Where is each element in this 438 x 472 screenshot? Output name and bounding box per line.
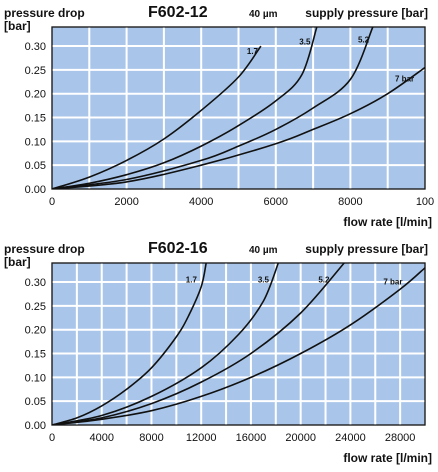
x-tick-label: 28000: [385, 432, 416, 444]
series-label: 3.5: [258, 275, 270, 284]
y-tick-label: 0.15: [25, 349, 46, 361]
x-tick-label: 6000: [264, 196, 288, 208]
x-tick-label: 24000: [335, 432, 366, 444]
y-tick-label: 0.25: [25, 65, 46, 77]
series-line: [52, 267, 425, 425]
series-title: supply pressure [bar]: [305, 242, 428, 256]
plot-border: [51, 26, 426, 190]
y-tick-label: 0.10: [25, 136, 46, 148]
x-tick-label: 12000: [186, 432, 217, 444]
y-tick-label: 0.25: [25, 301, 46, 313]
y-axis-label: pressure drop: [4, 242, 85, 256]
x-tick-label: 8000: [139, 432, 163, 444]
y-tick-label: 0.00: [25, 184, 46, 196]
y-tick-label: 0.10: [25, 372, 46, 384]
y-tick-label: 0.00: [25, 420, 46, 432]
chart-panel-f602-16: pressure drop [bar] F602-16 40 µm supply…: [0, 236, 438, 472]
y-tick-label: 0.20: [25, 89, 46, 101]
y-axis-label: pressure drop: [4, 6, 85, 20]
series-label: 7 bar: [383, 277, 402, 286]
y-tick-label: 0.30: [25, 41, 46, 53]
x-tick-label: 20000: [285, 432, 316, 444]
series-line: [52, 263, 345, 425]
chart-title: F602-12: [148, 4, 208, 21]
series-label: 7 bar: [395, 75, 414, 84]
y-axis-unit: [bar]: [4, 19, 31, 33]
x-tick-label: 4000: [189, 196, 213, 208]
series-label: 5.2: [358, 35, 370, 44]
series-label: 1.7: [186, 275, 198, 284]
chart-svg: 0.00 0.05 0.10 0.15 0.20 0.25 0.30 0 4000 8000 120…: [25, 262, 426, 444]
y-tick-label: 0.30: [25, 277, 46, 289]
x-tick-label: 2000: [114, 196, 138, 208]
x-tick-label: 0: [49, 432, 55, 444]
mesh-label: 40 µm: [249, 9, 278, 20]
mesh-label: 40 µm: [249, 245, 278, 256]
series-label: 3.5: [299, 37, 311, 46]
x-tick-label: 0: [49, 196, 55, 208]
plot-border: [51, 262, 426, 426]
y-tick-label: 0.05: [25, 396, 46, 408]
y-axis-unit: [bar]: [4, 255, 31, 269]
chart-panel-f602-12: pressure drop [bar] F602-12 40 µm supply…: [4, 4, 434, 229]
series-line: [52, 27, 374, 189]
y-tick-label: 0.15: [25, 113, 46, 125]
series-line: [52, 263, 280, 425]
series-line: [52, 45, 262, 189]
x-tick-label: 4000: [89, 432, 113, 444]
series-title: supply pressure [bar]: [305, 6, 428, 20]
series-label: 1.7: [247, 47, 259, 56]
x-axis-label: flow rate [l/min]: [343, 215, 432, 229]
x-tick-label: 8000: [338, 196, 362, 208]
series-line: [52, 263, 207, 425]
series-line: [52, 66, 425, 189]
x-tick-label: 16000: [236, 432, 267, 444]
x-axis-label: flow rate [l/min]: [343, 451, 432, 465]
chart-svg: 0.00 0.05 0.10 0.15 0.20 0.25 0.30 0 2000 4000 600…: [25, 26, 434, 208]
series-line: [52, 27, 318, 189]
chart-title: F602-16: [148, 240, 208, 257]
series-label: 5.2: [318, 275, 330, 284]
x-tick-label: 100: [416, 196, 434, 208]
y-tick-label: 0.05: [25, 160, 46, 172]
y-tick-label: 0.20: [25, 325, 46, 337]
